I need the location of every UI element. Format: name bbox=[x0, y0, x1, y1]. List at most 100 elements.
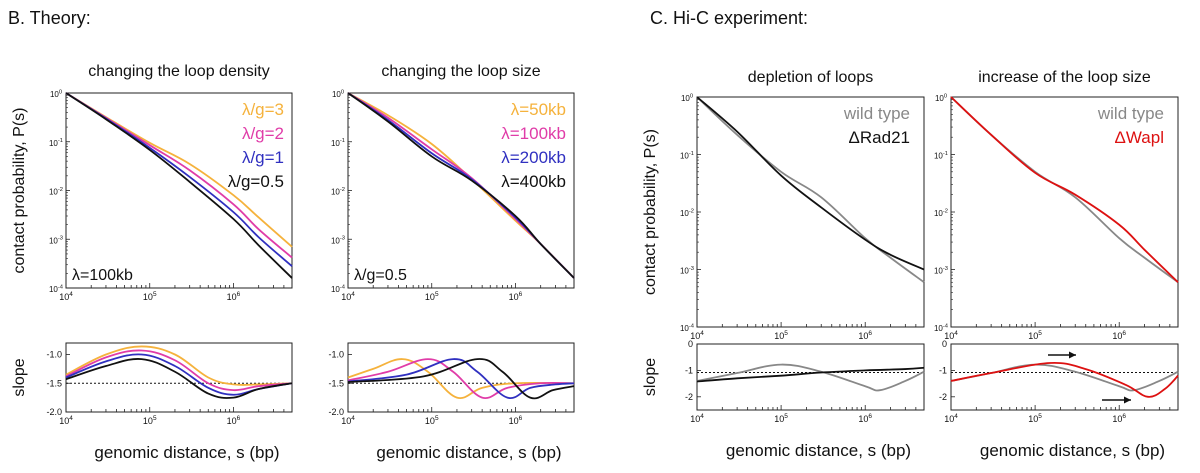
panel-theory-density-slope: 104 105 106 -1.0 -1.5 -2.0 slope genomic distan… bbox=[11, 342, 293, 462]
y-tick-label: 10-3 bbox=[934, 266, 948, 276]
y-tick-label: -1 bbox=[939, 365, 947, 375]
legend-entry: wild type bbox=[843, 104, 910, 123]
y-tick-label: 10-1 bbox=[934, 151, 948, 161]
legend-entry: ΔWapl bbox=[1115, 128, 1164, 147]
axes-frame bbox=[950, 343, 1179, 411]
y-tick-label: 100 bbox=[935, 93, 947, 103]
y-tick-label: -2.0 bbox=[46, 407, 62, 417]
y-tick-label: -1.0 bbox=[46, 350, 62, 360]
series-line-0 bbox=[696, 363, 925, 392]
x-tick-label: 105 bbox=[425, 415, 439, 426]
series-line-0 bbox=[696, 96, 925, 283]
series-line-1 bbox=[950, 362, 1179, 398]
x-tick-label: 106 bbox=[1112, 413, 1126, 424]
series-line-2 bbox=[347, 358, 575, 400]
y-tick-label: 10-2 bbox=[49, 187, 63, 197]
panel-theory-density-contact: changing the loop density 104 105 106 100 10-… bbox=[11, 63, 293, 302]
panel-title: increase of the loop size bbox=[978, 69, 1151, 86]
legend-entry: λ=100kb bbox=[501, 124, 566, 143]
x-tick-label: 104 bbox=[690, 330, 704, 341]
y-tick-label: -1.5 bbox=[46, 378, 62, 388]
y-tick-label: 0 bbox=[942, 339, 947, 349]
x-tick-label: 104 bbox=[59, 415, 73, 426]
section-title-hic: C. Hi-C experiment: bbox=[650, 8, 808, 28]
x-tick-label: 105 bbox=[1028, 413, 1042, 424]
x-tick-label: 104 bbox=[690, 413, 704, 424]
panel-title: changing the loop density bbox=[88, 63, 269, 80]
y-axis-label: contact probability, P(s) bbox=[11, 108, 28, 274]
x-tick-label: 105 bbox=[774, 330, 788, 341]
panel-title: changing the loop size bbox=[381, 63, 540, 80]
arrow-head bbox=[1124, 396, 1131, 404]
y-tick-label: 10-4 bbox=[49, 284, 64, 294]
x-axis-label: genomic distance, s (bp) bbox=[980, 441, 1165, 460]
panel-annotation: λ/g=0.5 bbox=[354, 267, 407, 284]
series-line-1 bbox=[65, 349, 293, 392]
legend-entry: λ=400kb bbox=[501, 172, 566, 191]
x-tick-label: 105 bbox=[143, 291, 157, 302]
y-tick-label: 10-4 bbox=[331, 284, 346, 294]
series-line-1 bbox=[347, 358, 575, 400]
y-tick-label: -2.0 bbox=[328, 407, 344, 417]
panel-theory-size-slope: 104 105 106 -1.0 -1.5 -2.0 genomic distance, s… bbox=[328, 342, 575, 462]
panel-hic-depletion-slope: 104 105 106 0 -1 -2 slope genomic distance, s (… bbox=[642, 339, 925, 460]
y-tick-label: -1.0 bbox=[328, 350, 344, 360]
panel-theory-size-contact: changing the loop size 104 105 106 100 10-1 10… bbox=[331, 63, 575, 302]
series-line-0 bbox=[950, 363, 1179, 392]
y-tick-label: 10-3 bbox=[680, 266, 694, 276]
x-tick-label: 105 bbox=[143, 415, 157, 426]
y-axis-label: slope bbox=[642, 358, 659, 396]
x-tick-label: 106 bbox=[858, 413, 872, 424]
panel-hic-size-slope: 104 105 106 0 -1 -2 genomic distance, s (bp) bbox=[939, 339, 1179, 460]
series-line-1 bbox=[696, 366, 925, 383]
x-tick-label: 105 bbox=[774, 413, 788, 424]
panel-annotation: λ=100kb bbox=[72, 267, 133, 284]
arrow-head bbox=[1069, 351, 1076, 359]
y-tick-label: 10-2 bbox=[934, 208, 948, 218]
y-tick-label: 10-3 bbox=[49, 236, 63, 246]
panel-hic-depletion-contact: depletion of loops 104 105 106 100 10-1 10-2 10… bbox=[642, 69, 925, 341]
y-tick-label: 0 bbox=[688, 339, 693, 349]
legend-entry: λ/g=2 bbox=[242, 124, 284, 143]
y-tick-label: 10-1 bbox=[680, 151, 694, 161]
x-tick-label: 104 bbox=[341, 415, 355, 426]
y-tick-label: -1 bbox=[685, 365, 693, 375]
shift-arrows bbox=[1048, 351, 1131, 404]
x-tick-label: 106 bbox=[1112, 330, 1126, 341]
legend-entry: λ=50kb bbox=[511, 100, 566, 119]
y-tick-label: 10-4 bbox=[680, 323, 695, 333]
series-line-1 bbox=[950, 96, 1179, 283]
legend-entry: λ/g=0.5 bbox=[228, 172, 284, 191]
panel-hic-size-contact: increase of the loop size 104 105 106 100 10-… bbox=[934, 69, 1179, 341]
legend-entry: λ/g=1 bbox=[242, 148, 284, 167]
x-tick-label: 104 bbox=[59, 291, 73, 302]
x-tick-label: 104 bbox=[341, 291, 355, 302]
series-line-0 bbox=[65, 345, 293, 386]
x-tick-label: 104 bbox=[944, 330, 958, 341]
x-tick-label: 106 bbox=[858, 330, 872, 341]
y-tick-label: -2 bbox=[685, 392, 693, 402]
y-tick-label: 10-3 bbox=[331, 236, 345, 246]
y-axis-label: contact probability, P(s) bbox=[642, 129, 659, 295]
y-tick-label: 100 bbox=[50, 89, 62, 99]
x-tick-label: 105 bbox=[425, 291, 439, 302]
x-axis-label: genomic distance, s (bp) bbox=[94, 443, 279, 462]
series-line-3 bbox=[347, 358, 575, 400]
panel-title: depletion of loops bbox=[748, 69, 873, 86]
series-line-3 bbox=[65, 92, 293, 279]
x-tick-label: 105 bbox=[1028, 330, 1042, 341]
series-line-3 bbox=[65, 358, 293, 399]
y-tick-label: 10-2 bbox=[331, 187, 345, 197]
x-tick-label: 106 bbox=[509, 415, 523, 426]
axes-frame bbox=[65, 342, 293, 413]
legend-entry: wild type bbox=[1097, 104, 1164, 123]
series-line-3 bbox=[347, 92, 575, 279]
series-line-1 bbox=[696, 96, 925, 271]
x-tick-label: 106 bbox=[227, 291, 241, 302]
y-tick-label: 10-4 bbox=[934, 323, 949, 333]
x-tick-label: 104 bbox=[944, 413, 958, 424]
x-tick-label: 106 bbox=[509, 291, 523, 302]
y-tick-label: 10-2 bbox=[680, 208, 694, 218]
y-tick-label: 10-1 bbox=[49, 138, 63, 148]
legend-entry: ΔRad21 bbox=[849, 128, 910, 147]
